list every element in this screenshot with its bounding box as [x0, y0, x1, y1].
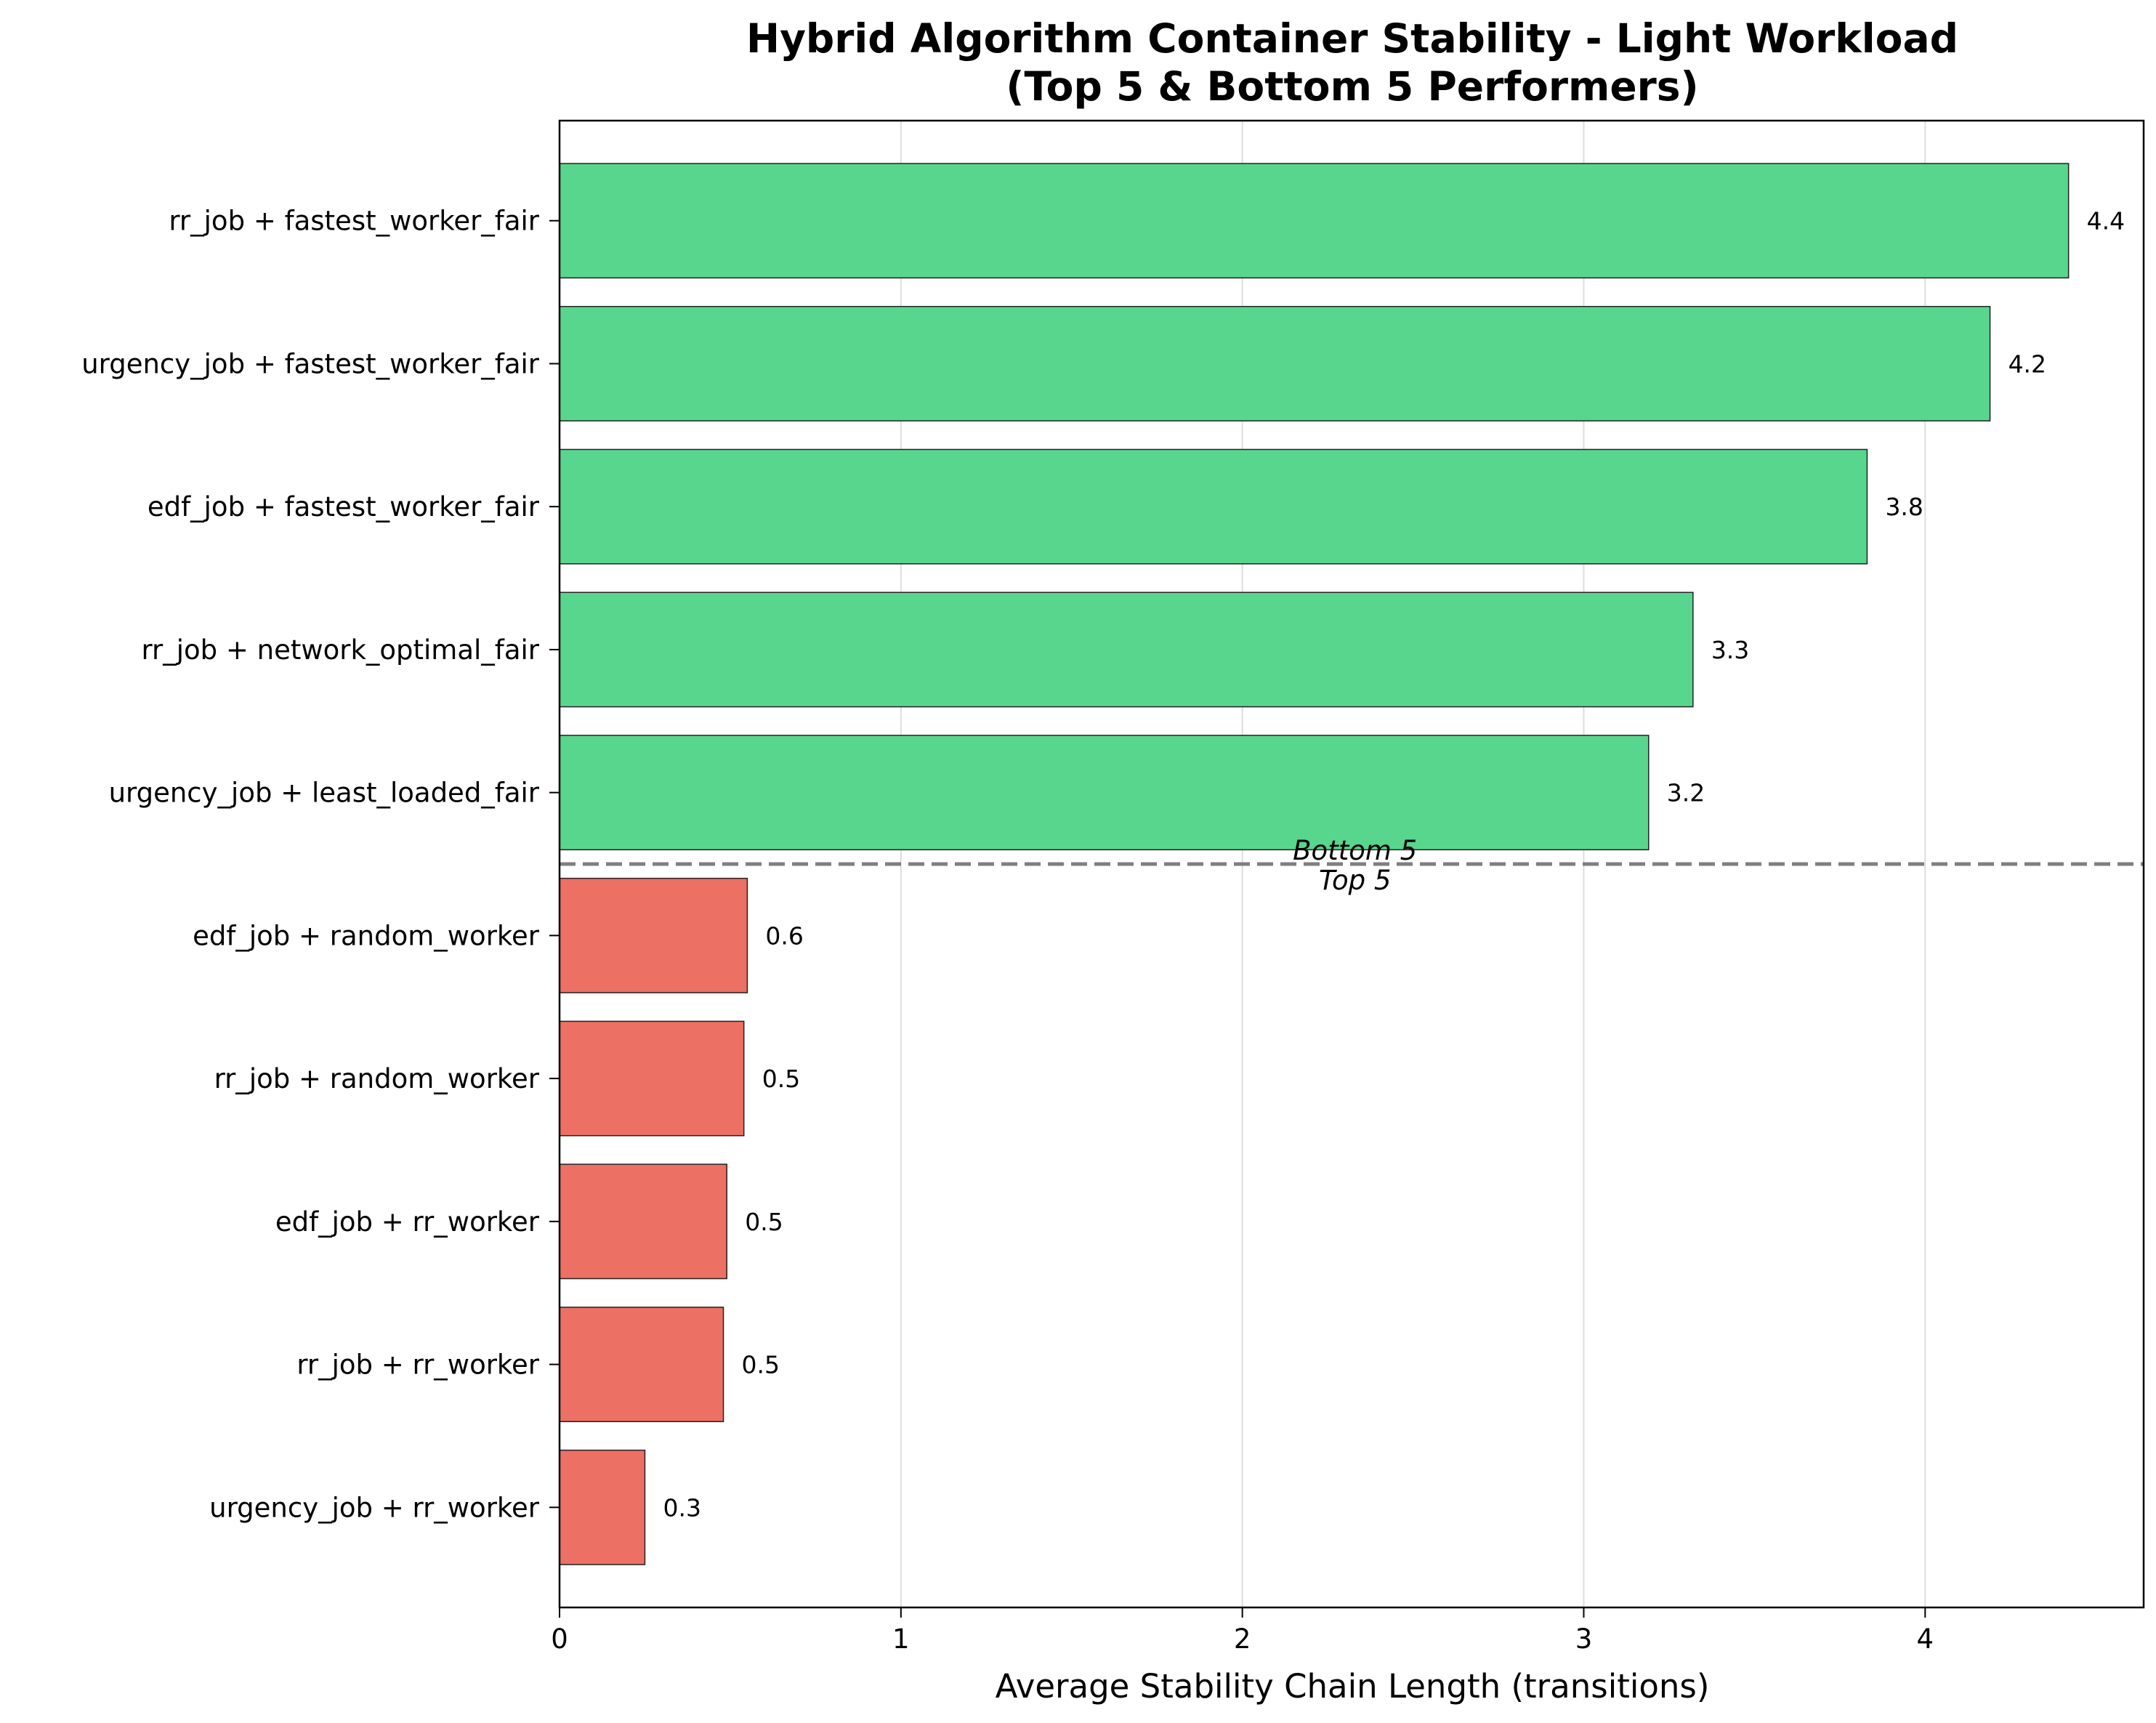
bar [559, 1449, 646, 1565]
value-label: 3.8 [1885, 493, 1923, 521]
plot-frame [558, 119, 2145, 1609]
bar [559, 448, 1868, 565]
value-label: 3.3 [1711, 636, 1749, 664]
bar [559, 1307, 724, 1422]
x-tick-label: 3 [1575, 1623, 1593, 1655]
value-labels: 4.4 4.2 3.8 3.3 3.2 0.6 0.5 0.5 0.5 0.3 [663, 207, 2125, 1522]
y-tick-label: rr_job + rr_worker [296, 1349, 539, 1381]
divider-label-above: Bottom 5 [1293, 835, 1417, 866]
axes [549, 119, 2145, 1618]
value-label: 0.6 [765, 921, 803, 950]
x-axis-label: Average Stability Chain Length (transiti… [996, 1667, 1710, 1706]
value-label: 3.2 [1667, 779, 1705, 807]
bar [559, 163, 2070, 279]
chart-title-line-2: (Top 5 & Bottom 5 Performers) [1006, 63, 1698, 110]
value-label: 0.5 [745, 1208, 783, 1236]
bar [559, 1020, 745, 1137]
bar [559, 306, 1991, 421]
y-tick-label: urgency_job + fastest_worker_fair [81, 348, 540, 379]
value-label: 0.5 [762, 1065, 800, 1093]
y-tick-label: edf_job + rr_worker [275, 1206, 540, 1238]
value-label: 4.2 [2008, 350, 2046, 378]
bar [559, 1163, 727, 1280]
bars [559, 163, 2070, 1565]
y-tick-label: rr_job + random_worker [214, 1063, 540, 1094]
value-label: 4.4 [2087, 207, 2125, 235]
value-label: 0.3 [663, 1493, 701, 1522]
x-tick-label: 1 [892, 1623, 910, 1655]
y-tick-label: edf_job + fastest_worker_fair [148, 491, 540, 522]
y-tick-label: rr_job + fastest_worker_fair [169, 206, 539, 237]
bar [559, 592, 1694, 708]
y-tick-label: edf_job + random_worker [193, 920, 540, 951]
y-tick-label: urgency_job + rr_worker [209, 1492, 540, 1523]
y-tick-label: urgency_job + least_loaded_fair [109, 778, 540, 809]
y-tick-labels: rr_job + fastest_worker_fair urgency_job … [81, 206, 540, 1524]
x-tick-label: 4 [1917, 1623, 1934, 1655]
value-label: 0.5 [742, 1351, 780, 1379]
y-tick-label: rr_job + network_optimal_fair [141, 634, 539, 666]
x-tick-label: 0 [551, 1623, 568, 1655]
x-tick-label: 2 [1234, 1623, 1251, 1655]
chart-title-line-1: Hybrid Algorithm Container Stability - L… [746, 15, 1958, 62]
bar [559, 877, 748, 993]
x-tick-labels: 0 1 2 3 4 [551, 1623, 1934, 1655]
bar [559, 735, 1650, 851]
divider-label-below: Top 5 [1319, 865, 1391, 896]
